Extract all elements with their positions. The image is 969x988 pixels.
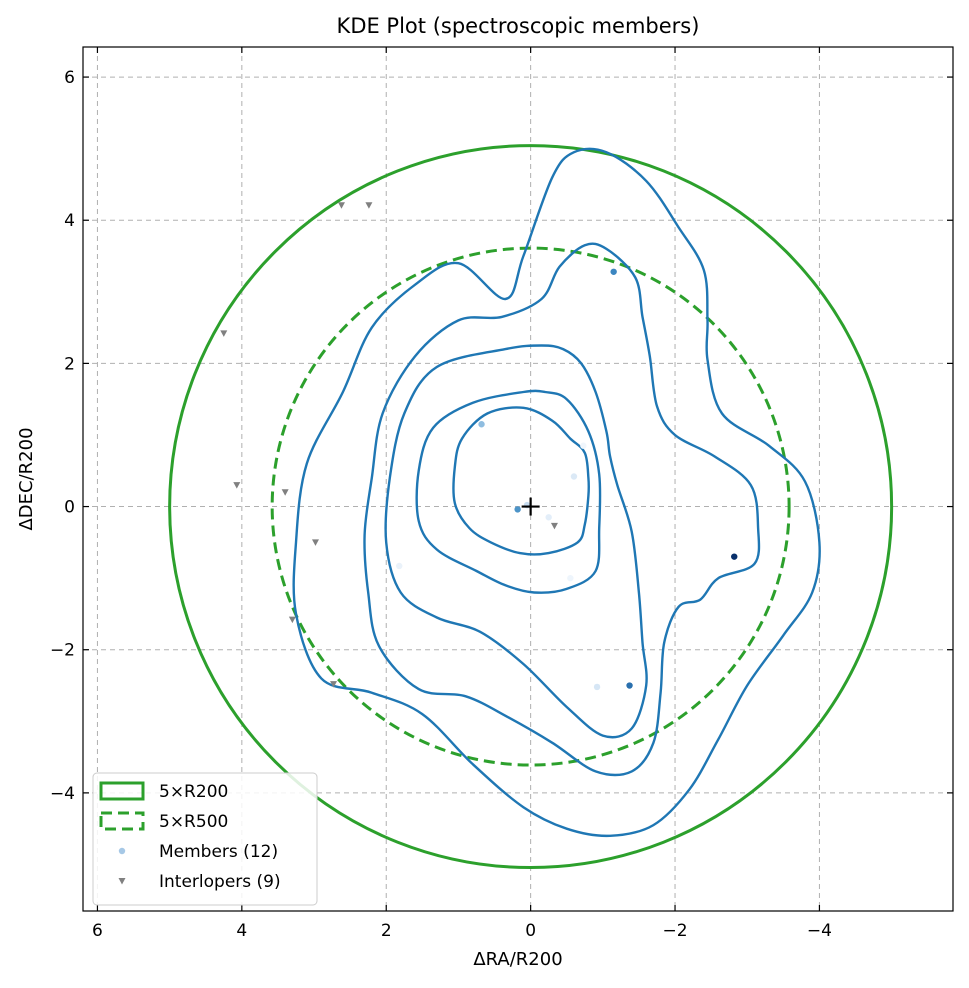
legend-entry: 5×R200 (99, 781, 228, 802)
member-marker (610, 268, 617, 275)
interloper-marker (281, 489, 289, 496)
kde-contours (292, 147, 821, 838)
center-marker (521, 497, 540, 516)
chart-title: KDE Plot (spectroscopic members) (337, 14, 700, 38)
x-axis-label: ΔRA/R200 (473, 949, 562, 970)
plot-frame (82, 46, 954, 912)
center-marker-group (521, 497, 540, 516)
interloper-marker (337, 202, 345, 209)
y-tick-label: 2 (64, 354, 75, 374)
legend-entry: 5×R500 (99, 811, 228, 832)
x-tick-label: 6 (92, 921, 103, 941)
member-marker (626, 682, 633, 689)
r500-circle (270, 246, 791, 767)
legend-interloper-swatch (118, 878, 126, 885)
member-marker (514, 506, 521, 513)
axis-ticks: 6 4 2 0 −2 −4 6 4 2 0 −2 −4 (50, 47, 953, 941)
member-marker (570, 473, 578, 480)
member-marker (545, 514, 552, 521)
x-tick-label: −2 (663, 921, 688, 941)
r200-circle (168, 144, 894, 870)
kde-contour (292, 147, 821, 838)
member-marker (731, 553, 738, 560)
legend: 5×R200 5×R500 Members (12) Interlopers (9) (92, 772, 318, 906)
member-marker (580, 442, 587, 449)
legend-entry: Interlopers (9) (118, 872, 281, 892)
interloper-marker (233, 482, 241, 489)
legend-member-swatch (118, 847, 126, 855)
y-axis-label: ΔDEC/R200 (16, 427, 37, 530)
interloper-marker (330, 681, 338, 688)
x-tick-label: 0 (525, 921, 536, 941)
interloper-marker (288, 616, 296, 624)
scatter-points (220, 202, 738, 691)
interloper-marker (365, 202, 373, 209)
legend-label: 5×R200 (159, 782, 228, 802)
interloper-marker (550, 522, 558, 530)
radius-circles (168, 144, 894, 870)
y-tick-label: −4 (50, 784, 75, 804)
x-tick-label: 4 (236, 921, 247, 941)
legend-dashed-swatch (99, 811, 145, 831)
kde-contour (363, 242, 761, 777)
x-tick-label: −4 (807, 921, 832, 941)
kde-contour (384, 344, 648, 739)
member-marker (396, 562, 403, 570)
interloper-marker (311, 539, 319, 546)
y-tick-label: 4 (64, 211, 75, 231)
kde-contour (452, 406, 591, 556)
member-marker (478, 421, 485, 428)
legend-entry: Members (12) (118, 842, 278, 862)
legend-label: Members (12) (159, 842, 278, 862)
y-tick-label: 0 (64, 498, 75, 518)
legend-label: Interlopers (9) (159, 872, 281, 892)
member-marker (593, 683, 601, 691)
interloper-marker (220, 330, 228, 337)
kde-contour (415, 389, 602, 594)
legend-frame (92, 772, 318, 906)
legend-label: 5×R500 (159, 812, 228, 832)
legend-solid-swatch (99, 781, 145, 801)
member-marker (567, 574, 574, 582)
y-tick-label: −2 (50, 641, 75, 661)
x-tick-label: 2 (381, 921, 392, 941)
y-tick-label: 6 (64, 68, 75, 88)
